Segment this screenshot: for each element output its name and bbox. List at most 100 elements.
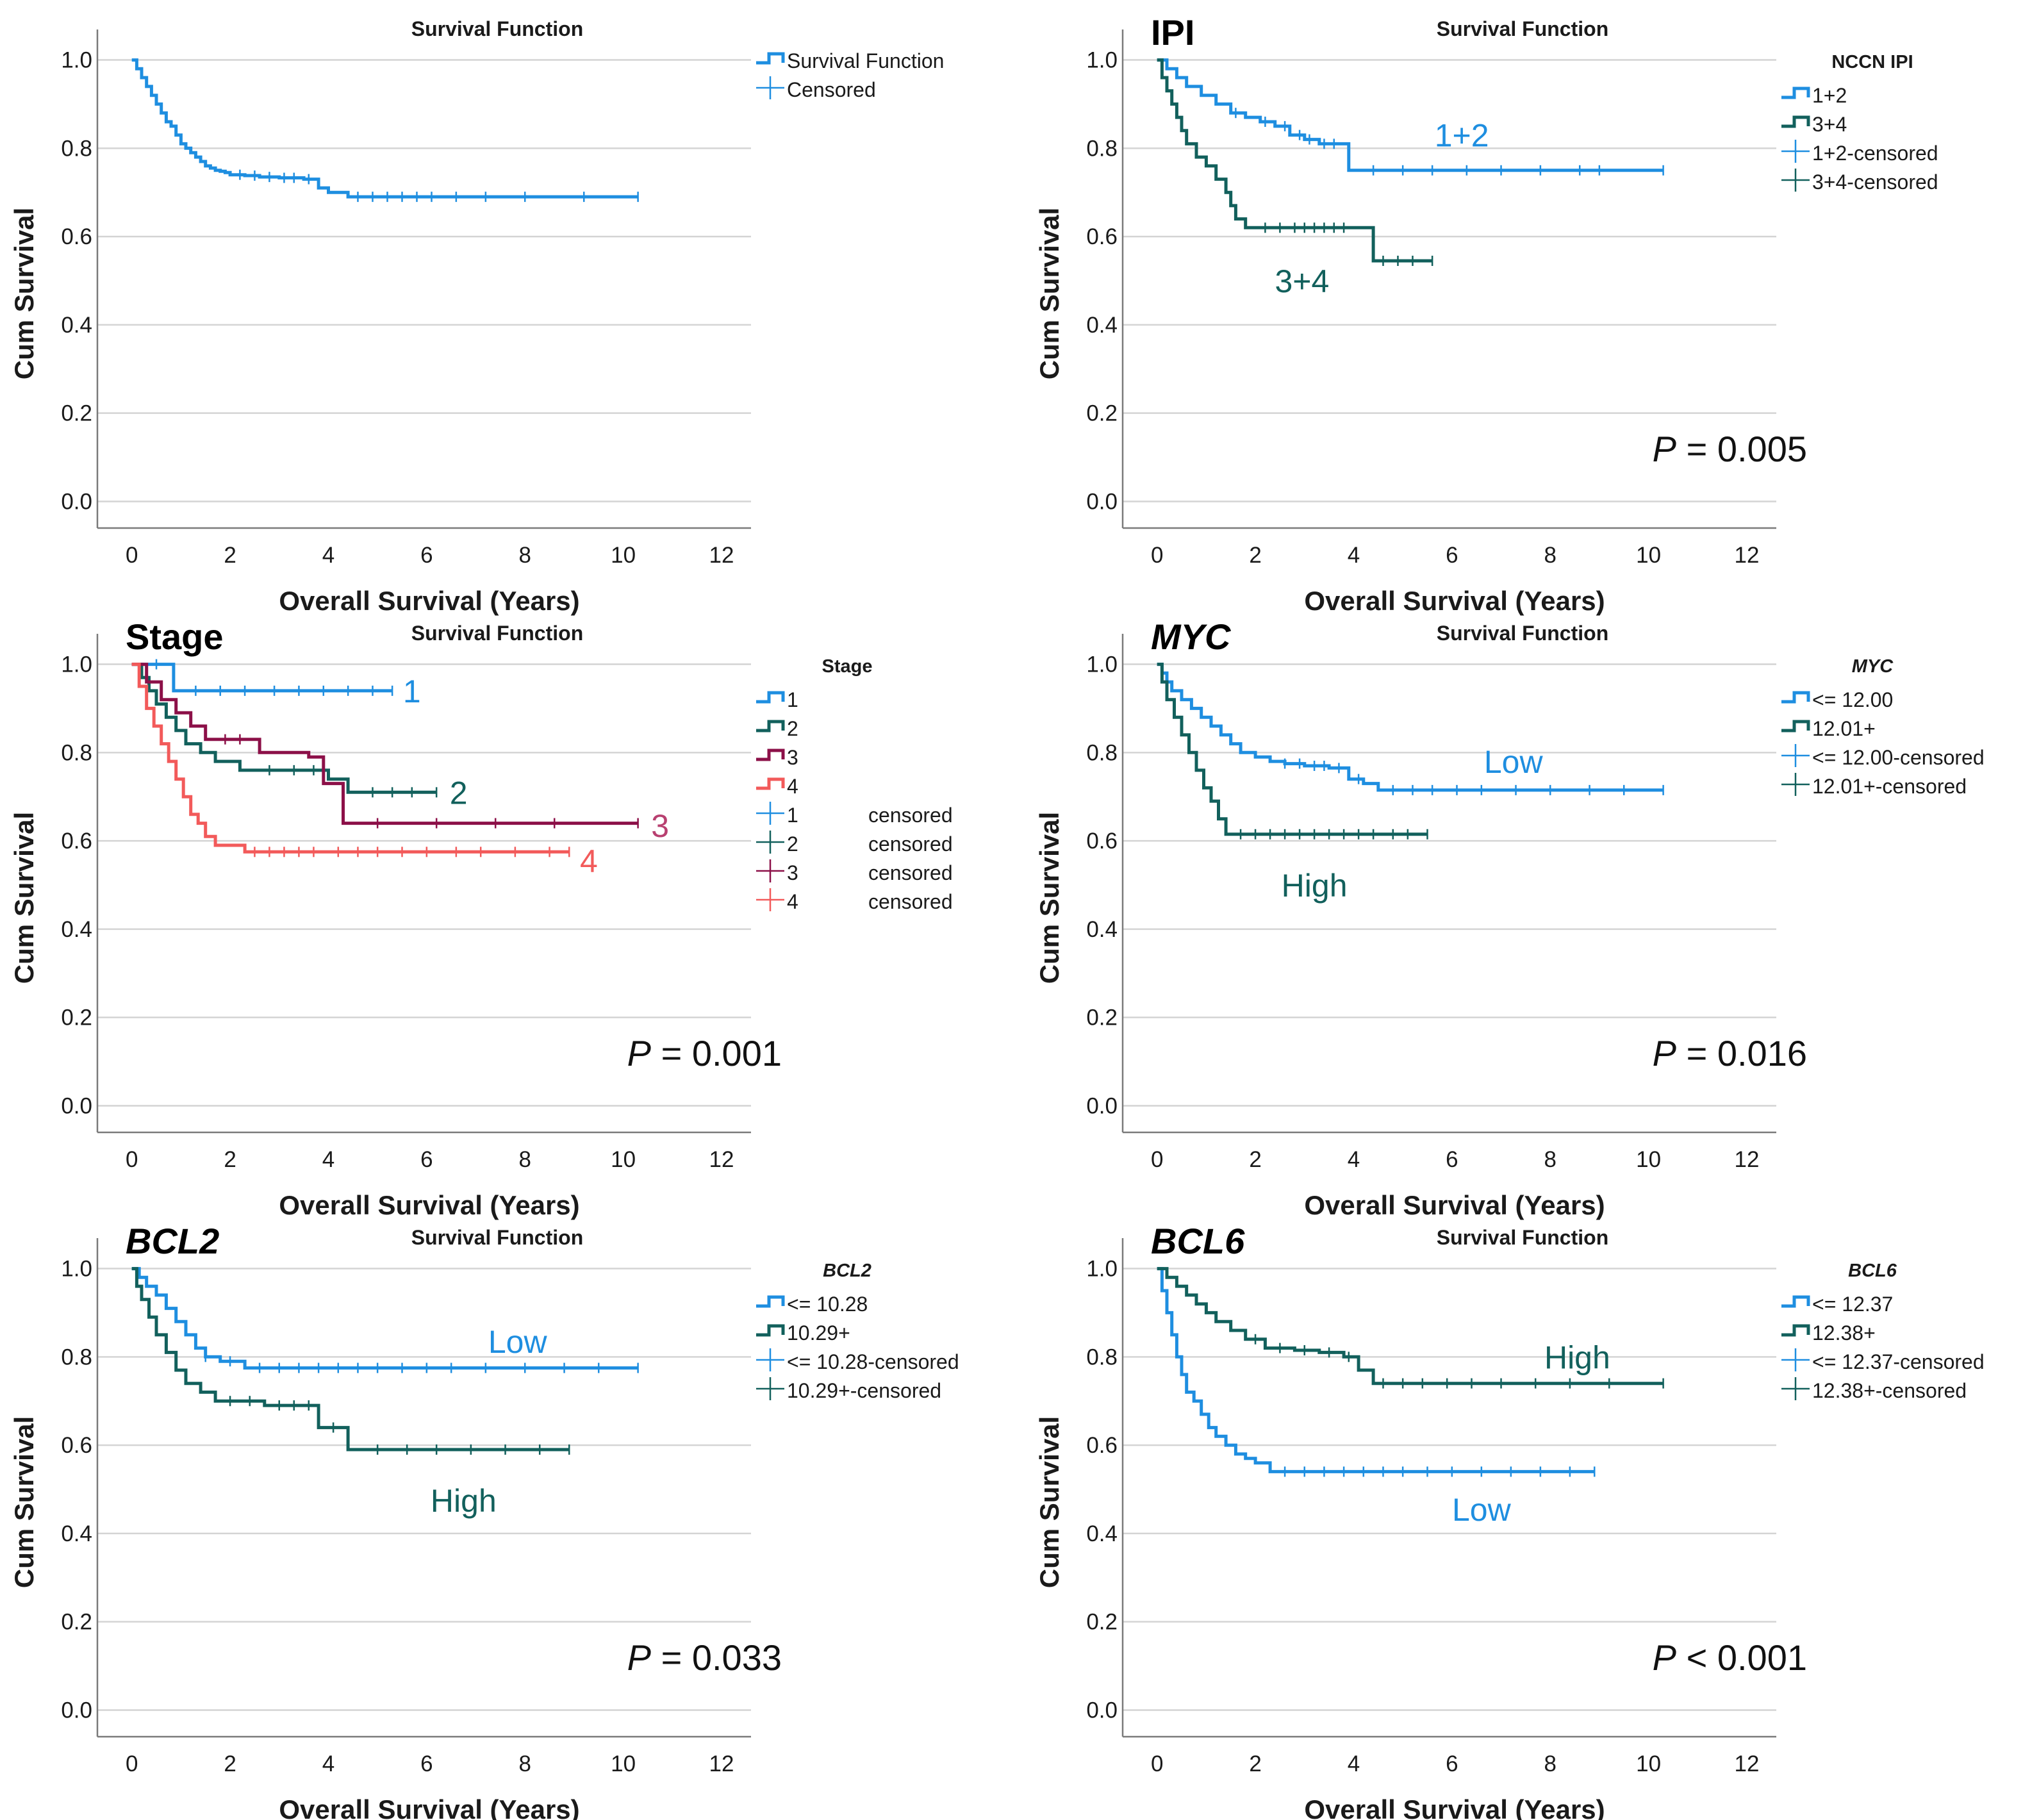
panel-label: BCL6 <box>1151 1221 1245 1261</box>
legend-item: Censored <box>756 76 876 101</box>
x-tick-label: 8 <box>1544 1147 1556 1172</box>
x-tick-label: 12 <box>709 1147 734 1172</box>
x-tick-label: 6 <box>1446 1751 1458 1776</box>
x-tick-label: 0 <box>126 543 138 568</box>
legend-label: <= 12.00 <box>1812 688 1893 711</box>
km-curve-2 <box>1157 1267 1664 1386</box>
x-axis-title: Overall Survival (Years) <box>279 586 579 616</box>
x-tick-label: 8 <box>518 1147 531 1172</box>
legend-title: BCL2 <box>823 1261 871 1281</box>
legend-label: 2 <box>787 717 798 740</box>
x-axis-title: Overall Survival (Years) <box>1304 1190 1605 1220</box>
chart-title: Survival Function <box>411 1226 583 1249</box>
km-curve-1 <box>1157 1267 1595 1473</box>
p-value-text: = 0.001 <box>651 1033 782 1073</box>
x-axis-title: Overall Survival (Years) <box>279 1794 579 1820</box>
legend-item: 12.38+-censored <box>1781 1377 1967 1402</box>
legend-item: 12.38+ <box>1781 1321 1876 1344</box>
x-tick-label: 4 <box>322 1147 334 1172</box>
y-tick-label: 0.0 <box>61 489 92 514</box>
y-tick-label: 0.2 <box>61 1610 92 1635</box>
x-tick-label: 6 <box>420 1751 433 1776</box>
legend-label: <= 12.00-censored <box>1812 746 1985 769</box>
legend-item: 3+4-censored <box>1781 169 1938 194</box>
legend-label: Censored <box>787 78 876 101</box>
x-tick-label: 2 <box>1249 1147 1261 1172</box>
p-value: P = 0.033 <box>627 1637 782 1678</box>
x-tick-label: 8 <box>1544 1751 1556 1776</box>
x-tick-label: 12 <box>709 543 734 568</box>
legend-label: 1 <box>787 804 798 827</box>
y-tick-label: 1.0 <box>1086 48 1118 73</box>
p-value-symbol: P <box>627 1033 651 1073</box>
legend-label: 1 <box>787 688 798 711</box>
x-tick-label: 8 <box>518 543 531 568</box>
x-tick-label: 0 <box>1151 1751 1163 1776</box>
panel-label: BCL2 <box>126 1221 219 1261</box>
x-tick-label: 10 <box>611 1147 636 1172</box>
y-tick-label: 0.2 <box>1086 1005 1118 1030</box>
x-tick-label: 4 <box>1348 1751 1360 1776</box>
y-tick-label: 1.0 <box>1086 652 1118 677</box>
km-curve-2 <box>131 1267 570 1452</box>
x-tick-label: 6 <box>1446 1147 1458 1172</box>
p-value-symbol: P <box>1653 1033 1676 1073</box>
y-tick-label: 0.2 <box>61 401 92 426</box>
legend-step-symbol <box>1781 1295 1810 1308</box>
km-curve-1 <box>131 1267 638 1370</box>
legend-item: <= 10.28 <box>756 1293 868 1316</box>
legend-label: 12.01+-censored <box>1812 775 1967 798</box>
km-panel-5: 0.0 0.2 0.4 0.6 0.8 1.0 0 2 4 6 8 10 12 Overall Survi… <box>9 1221 959 1820</box>
legend-title: BCL6 <box>1848 1261 1897 1281</box>
x-tick-label: 2 <box>1249 1751 1261 1776</box>
y-tick-label: 0.0 <box>1086 1698 1118 1723</box>
legend-item: 4 censored <box>756 888 953 913</box>
legend-step-symbol <box>756 749 785 761</box>
chart-title: Survival Function <box>1437 622 1608 645</box>
y-tick-label: 0.8 <box>61 1344 92 1369</box>
y-axis-title: Cum Survival <box>9 812 39 984</box>
x-tick-label: 10 <box>1636 1751 1661 1776</box>
x-axis-title: Overall Survival (Years) <box>1304 586 1605 616</box>
y-tick-label: 0.2 <box>61 1005 92 1030</box>
legend-label: 10.29+-censored <box>787 1379 941 1402</box>
y-tick-label: 0.4 <box>61 1521 92 1546</box>
x-tick-label: 10 <box>611 1751 636 1776</box>
x-tick-label: 8 <box>518 1751 531 1776</box>
y-tick-label: 0.6 <box>1086 224 1118 249</box>
legend-item: 1+2 <box>1781 84 1847 107</box>
x-tick-label: 4 <box>1348 1147 1360 1172</box>
legend-item: 1+2-censored <box>1781 140 1938 165</box>
x-tick-label: 2 <box>224 1147 236 1172</box>
legend-label: 12.38+-censored <box>1812 1379 1967 1402</box>
x-tick-label: 0 <box>126 1147 138 1172</box>
legend-item: 3+4 <box>1781 113 1847 136</box>
y-tick-label: 1.0 <box>61 1257 92 1282</box>
y-tick-label: 0.0 <box>1086 489 1118 514</box>
x-tick-label: 0 <box>126 1751 138 1776</box>
curve-label: 3 <box>651 808 669 844</box>
y-tick-label: 0.4 <box>1086 1521 1118 1546</box>
legend-item: 4 <box>756 775 798 798</box>
y-tick-label: 0.4 <box>1086 313 1118 338</box>
x-tick-label: 6 <box>1446 543 1458 568</box>
legend-suffix: censored <box>868 832 953 856</box>
chart-title: Survival Function <box>1437 17 1608 40</box>
x-tick-label: 4 <box>322 543 334 568</box>
legend-item: <= 10.28-censored <box>756 1348 959 1373</box>
p-value: P = 0.016 <box>1653 1033 1807 1073</box>
chart-title: Survival Function <box>1437 1226 1608 1249</box>
legend-step-symbol <box>756 720 785 732</box>
legend-step-symbol <box>756 1324 785 1337</box>
y-tick-label: 0.0 <box>61 1093 92 1118</box>
p-value-symbol: P <box>627 1637 651 1678</box>
legend-label: 3 <box>787 861 798 884</box>
legend-label: <= 12.37 <box>1812 1293 1893 1316</box>
legend-step-symbol <box>1781 87 1810 99</box>
legend-label: 1+2-censored <box>1812 142 1938 165</box>
y-tick-label: 0.6 <box>61 1433 92 1458</box>
x-tick-label: 12 <box>1735 1147 1760 1172</box>
curve-label: 2 <box>450 775 468 811</box>
km-panel-4: 0.0 0.2 0.4 0.6 0.8 1.0 0 2 4 6 8 10 12 Overall Survi… <box>1034 616 1985 1220</box>
x-tick-label: 10 <box>611 543 636 568</box>
